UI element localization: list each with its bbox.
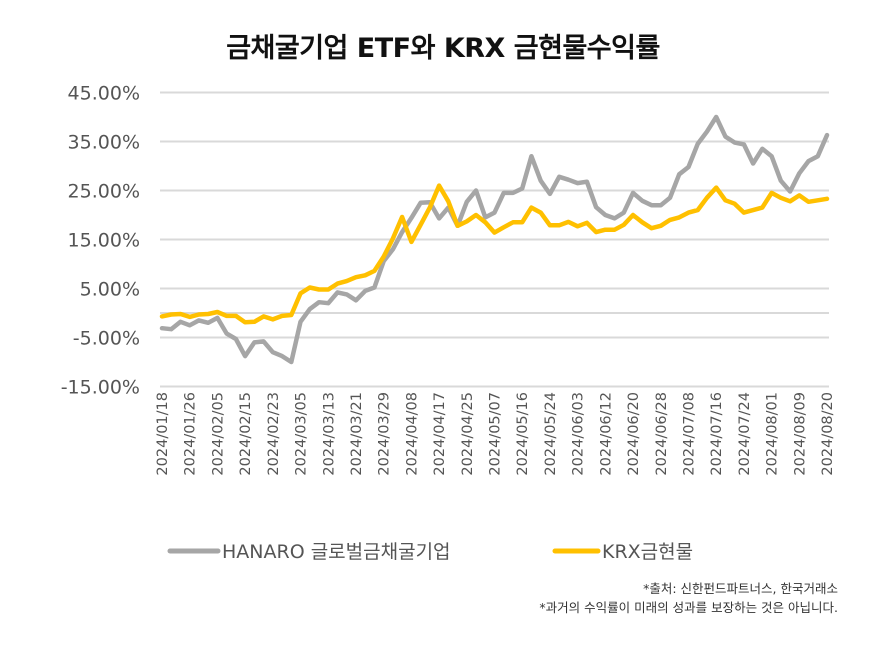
x-tick-label: 2024/08/20 — [820, 392, 836, 476]
legend-label: HANARO 글로벌금채굴기업 — [222, 541, 451, 563]
x-tick-label: 2024/04/25 — [460, 392, 476, 476]
x-tick-label: 2024/04/17 — [432, 392, 448, 476]
x-tick-label: 2024/06/03 — [571, 392, 587, 476]
x-tick-label: 2024/05/07 — [488, 392, 504, 476]
x-tick-label: 2024/03/05 — [294, 392, 310, 476]
y-tick-label: -5.00% — [73, 328, 140, 350]
disclaimer-note: *과거의 수익률이 미래의 성과를 보장하는 것은 아닙니다. — [539, 600, 838, 615]
x-tick-label: 2024/07/08 — [681, 392, 697, 476]
y-tick-label: 15.00% — [68, 230, 140, 252]
y-tick-label: 35.00% — [68, 132, 140, 154]
x-tick-label: 2024/04/08 — [404, 392, 420, 476]
x-tick-label: 2024/06/12 — [598, 392, 614, 476]
source-note: *출처: 신한펀드파트너스, 한국거래소 — [643, 581, 838, 596]
x-tick-label: 2024/03/29 — [377, 392, 393, 476]
x-tick-label: 2024/02/05 — [210, 392, 226, 476]
x-tick-label: 2024/02/23 — [266, 392, 282, 476]
x-tick-label: 2024/01/26 — [183, 392, 199, 476]
x-tick-label: 2024/07/24 — [737, 392, 753, 476]
legend-label: KRX금현물 — [602, 541, 693, 563]
x-tick-label: 2024/08/09 — [792, 392, 808, 476]
x-tick-label: 2024/06/28 — [654, 392, 670, 476]
y-tick-label: 25.00% — [68, 181, 140, 203]
x-tick-label: 2024/01/18 — [155, 392, 171, 476]
x-tick-label: 2024/03/13 — [321, 392, 337, 476]
x-tick-label: 2024/08/01 — [765, 392, 781, 476]
series-line-hanaro — [159, 114, 830, 365]
x-tick-label: 2024/03/21 — [349, 392, 365, 476]
x-tick-label: 2024/05/16 — [515, 392, 531, 476]
y-tick-label: 45.00% — [68, 83, 140, 105]
y-tick-label: -15.00% — [61, 377, 140, 399]
x-tick-label: 2024/06/20 — [626, 392, 642, 476]
y-tick-label: 5.00% — [80, 279, 140, 301]
x-tick-label: 2024/02/15 — [238, 392, 254, 476]
x-tick-label: 2024/05/24 — [543, 392, 559, 476]
chart-title: 금채굴기업 ETF와 KRX 금현물수익률 — [226, 33, 660, 64]
x-tick-label: 2024/07/16 — [709, 392, 725, 476]
series-line-krx — [159, 183, 830, 325]
